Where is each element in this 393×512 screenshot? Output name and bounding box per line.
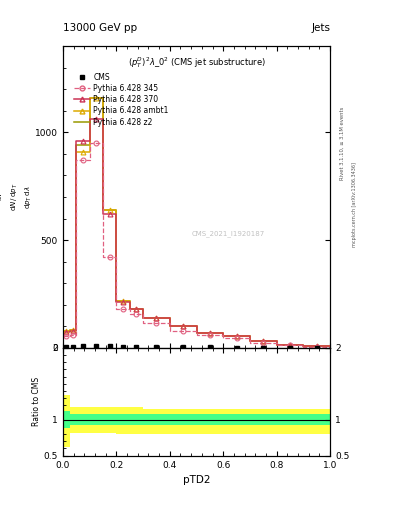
Text: $(p_T^D)^2\lambda\_0^2$ (CMS jet substructure): $(p_T^D)^2\lambda\_0^2$ (CMS jet substru… <box>128 55 265 70</box>
Legend: CMS, Pythia 6.428 345, Pythia 6.428 370, Pythia 6.428 ambt1, Pythia 6.428 z2: CMS, Pythia 6.428 345, Pythia 6.428 370,… <box>72 71 170 128</box>
X-axis label: pTD2: pTD2 <box>183 475 210 485</box>
Bar <box>90 414 103 425</box>
Text: mcplots.cern.ch [arXiv:1306.3436]: mcplots.cern.ch [arXiv:1306.3436] <box>352 162 357 247</box>
Bar <box>63 411 70 429</box>
Bar <box>116 407 143 434</box>
Bar <box>76 414 90 425</box>
Bar <box>70 414 76 425</box>
Bar <box>116 414 143 425</box>
Bar <box>143 414 330 425</box>
Bar <box>143 409 330 434</box>
Y-axis label: Ratio to CMS: Ratio to CMS <box>32 377 41 426</box>
Y-axis label: $\frac{1}{\mathrm{d}N}$
$\mathrm{d}N\,/\,\mathrm{d}p_T$
$\mathrm{d}p_T\,\mathrm{: $\frac{1}{\mathrm{d}N}$ $\mathrm{d}N\,/\… <box>0 183 34 211</box>
Text: Rivet 3.1.10, ≥ 3.1M events: Rivet 3.1.10, ≥ 3.1M events <box>340 106 345 180</box>
Bar <box>103 414 116 425</box>
Bar <box>70 407 76 433</box>
Bar <box>103 407 116 433</box>
Bar <box>76 407 90 433</box>
Text: Jets: Jets <box>311 23 330 33</box>
Text: CMS_2021_I1920187: CMS_2021_I1920187 <box>192 230 265 237</box>
Text: 13000 GeV pp: 13000 GeV pp <box>63 23 137 33</box>
Bar <box>63 395 70 447</box>
Bar <box>90 407 103 433</box>
